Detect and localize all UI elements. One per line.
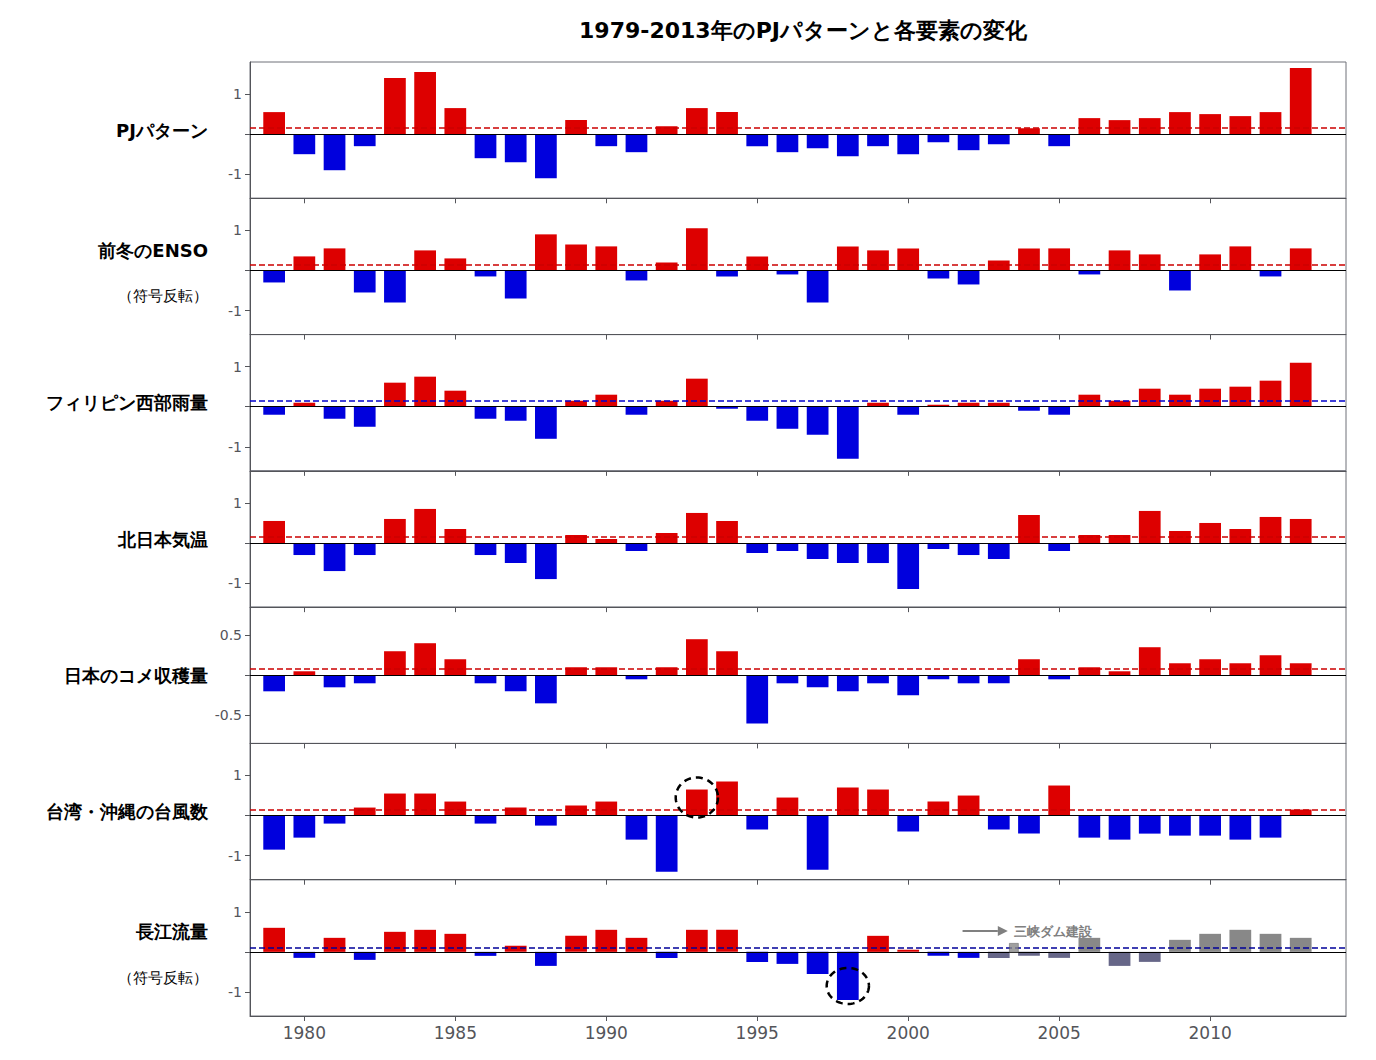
svg-text:2005: 2005 xyxy=(1038,1023,1081,1043)
svg-text:1985: 1985 xyxy=(434,1023,477,1043)
svg-text:1995: 1995 xyxy=(736,1023,779,1043)
svg-text:0.5: 0.5 xyxy=(220,627,242,643)
svg-text:2010: 2010 xyxy=(1188,1023,1231,1043)
svg-text:-1: -1 xyxy=(228,439,242,455)
svg-text:1: 1 xyxy=(233,495,242,511)
svg-text:1: 1 xyxy=(233,86,242,102)
svg-text:1990: 1990 xyxy=(585,1023,628,1043)
svg-text:日本のコメ収穫量: 日本のコメ収穫量 xyxy=(64,665,208,686)
svg-text:-1: -1 xyxy=(228,848,242,864)
svg-text:1980: 1980 xyxy=(283,1023,326,1043)
svg-text:前冬のENSO: 前冬のENSO xyxy=(97,240,208,261)
svg-text:1: 1 xyxy=(233,767,242,783)
svg-text:三峡ダム建設: 三峡ダム建設 xyxy=(1014,924,1093,939)
svg-text:2000: 2000 xyxy=(887,1023,930,1043)
svg-text:-1: -1 xyxy=(228,984,242,1000)
svg-text:PJパターン: PJパターン xyxy=(116,120,208,141)
svg-text:フィリピン西部雨量: フィリピン西部雨量 xyxy=(46,392,208,413)
svg-text:北日本気温: 北日本気温 xyxy=(117,529,208,550)
svg-text:1: 1 xyxy=(233,222,242,238)
svg-text:-1: -1 xyxy=(228,303,242,319)
svg-text:-1: -1 xyxy=(228,166,242,182)
svg-text:（符号反転）: （符号反転） xyxy=(118,969,208,987)
svg-text:-0.5: -0.5 xyxy=(215,707,242,723)
svg-text:長江流量: 長江流量 xyxy=(135,921,208,942)
svg-text:（符号反転）: （符号反転） xyxy=(118,287,208,305)
svg-text:1: 1 xyxy=(233,904,242,920)
svg-text:-1: -1 xyxy=(228,575,242,591)
svg-text:1: 1 xyxy=(233,359,242,375)
svg-text:1979-2013年のPJパターンと各要素の変化: 1979-2013年のPJパターンと各要素の変化 xyxy=(579,18,1028,43)
svg-text:台湾・沖縄の台風数: 台湾・沖縄の台風数 xyxy=(46,801,209,822)
